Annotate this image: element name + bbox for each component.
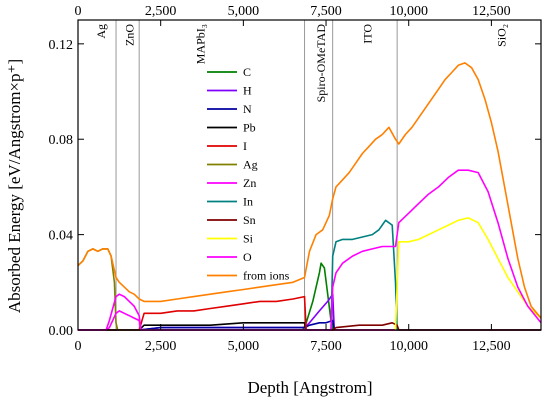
y-tick-label-1: 0.04 — [49, 229, 74, 244]
y-tick-label-2: 0.08 — [49, 133, 74, 148]
legend-entry-h: H — [243, 84, 252, 98]
x-tick-label-bottom-5: 12,500 — [472, 339, 511, 354]
legend-entry-i: I — [243, 139, 247, 153]
x-axis-label: Depth [Angstrom] — [247, 378, 372, 397]
y-tick-label-0: 0.00 — [49, 324, 74, 339]
legend-entry-ag: Ag — [243, 158, 258, 172]
x-tick-label-top-4: 10,000 — [389, 4, 428, 19]
legend-entry-c: C — [243, 65, 251, 79]
x-tick-label-bottom-1: 2,500 — [145, 339, 177, 354]
series-line-si — [394, 217, 542, 331]
x-tick-label-bottom-4: 10,000 — [389, 339, 428, 354]
series-line-i — [78, 295, 541, 331]
layer-label-sio: SiO₂ — [494, 24, 508, 47]
x-tick-label-bottom-2: 5,000 — [228, 339, 260, 354]
x-tick-label-bottom-3: 7,500 — [310, 339, 342, 354]
x-tick-label-top-5: 12,500 — [472, 4, 511, 19]
y-tick-label-3: 0.12 — [49, 38, 74, 53]
legend-entry-zn: Zn — [243, 176, 256, 190]
legend-entry-from-ions: from ions — [243, 269, 290, 283]
series-line-c — [78, 262, 541, 331]
y-axis-label: Absorbed Energy [eV/Angstrom×p⁺] — [5, 59, 24, 313]
x-tick-label-top-3: 7,500 — [310, 4, 342, 19]
layer-label-mapbi: MAPbI₃ — [193, 24, 207, 64]
axes: 0 0 2,500 2,500 5,000 5,000 7,500 7,500 10,000 10… — [49, 4, 542, 354]
series-lines — [77, 62, 542, 331]
plot-frame — [77, 19, 542, 331]
series-line-ag — [77, 248, 541, 331]
series-line-n — [78, 319, 541, 331]
layer-boundaries: Ag ZnO MAPbI₃ Spiro-OMeTAD ITO SiO₂ — [94, 20, 508, 330]
layer-label-zno: ZnO — [122, 24, 136, 46]
series-line-from-ions — [77, 62, 542, 319]
x-tick-label-top-1: 2,500 — [145, 4, 177, 19]
legend-entry-n: N — [243, 102, 252, 116]
x-tick-label-bottom-0: 0 — [75, 339, 82, 354]
x-tick-label-top-0: 0 — [75, 4, 82, 19]
layer-label-ito: ITO — [360, 24, 374, 44]
legend-entry-si: Si — [243, 232, 254, 246]
series-line-o — [78, 169, 542, 331]
layer-label-ag: Ag — [94, 24, 108, 39]
legend-entry-sn: Sn — [243, 213, 256, 227]
legend-entry-in: In — [243, 195, 253, 209]
series-line-sn — [78, 322, 541, 331]
legend-entry-pb: Pb — [243, 121, 256, 135]
legend-entry-o: O — [243, 250, 252, 264]
layer-label-spiro-ometad: Spiro-OMeTAD — [314, 24, 328, 103]
x-tick-label-top-2: 5,000 — [228, 4, 260, 19]
